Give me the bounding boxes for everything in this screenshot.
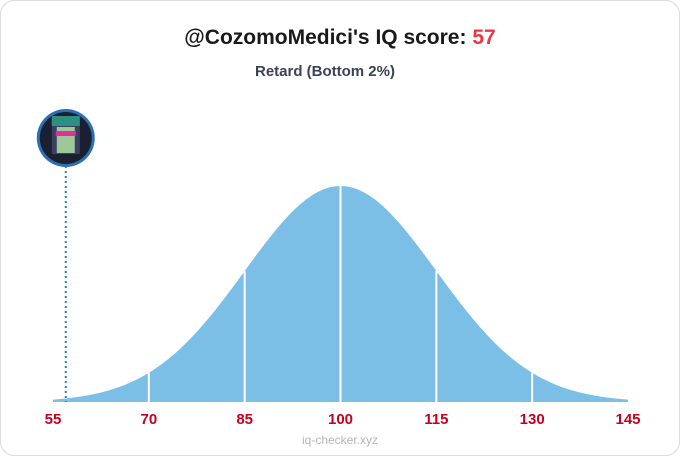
x-tick-label: 70: [140, 411, 157, 428]
x-tick-label: 55: [45, 411, 62, 428]
subtitle: Retard (Bottom 2%): [255, 63, 395, 80]
footer: iq-checker.xyz: [302, 433, 378, 447]
avatar-hair: [51, 116, 80, 126]
title-text: @CozomoMedici's IQ score:: [184, 26, 466, 49]
avatar: [36, 109, 95, 167]
x-tick-label: 85: [236, 411, 253, 428]
score: 57: [472, 26, 495, 49]
x-tick-label: 145: [615, 411, 640, 428]
avatar-glasses: [55, 131, 76, 136]
x-tick-label: 100: [328, 411, 353, 428]
plot: 55 70 85 100 115 130 145: [36, 109, 641, 428]
x-tick-label: 115: [424, 411, 448, 428]
chart-title: @CozomoMedici's IQ score: 57: [184, 26, 495, 49]
avatar-face: [56, 127, 75, 153]
x-tick-label: 130: [520, 411, 545, 428]
